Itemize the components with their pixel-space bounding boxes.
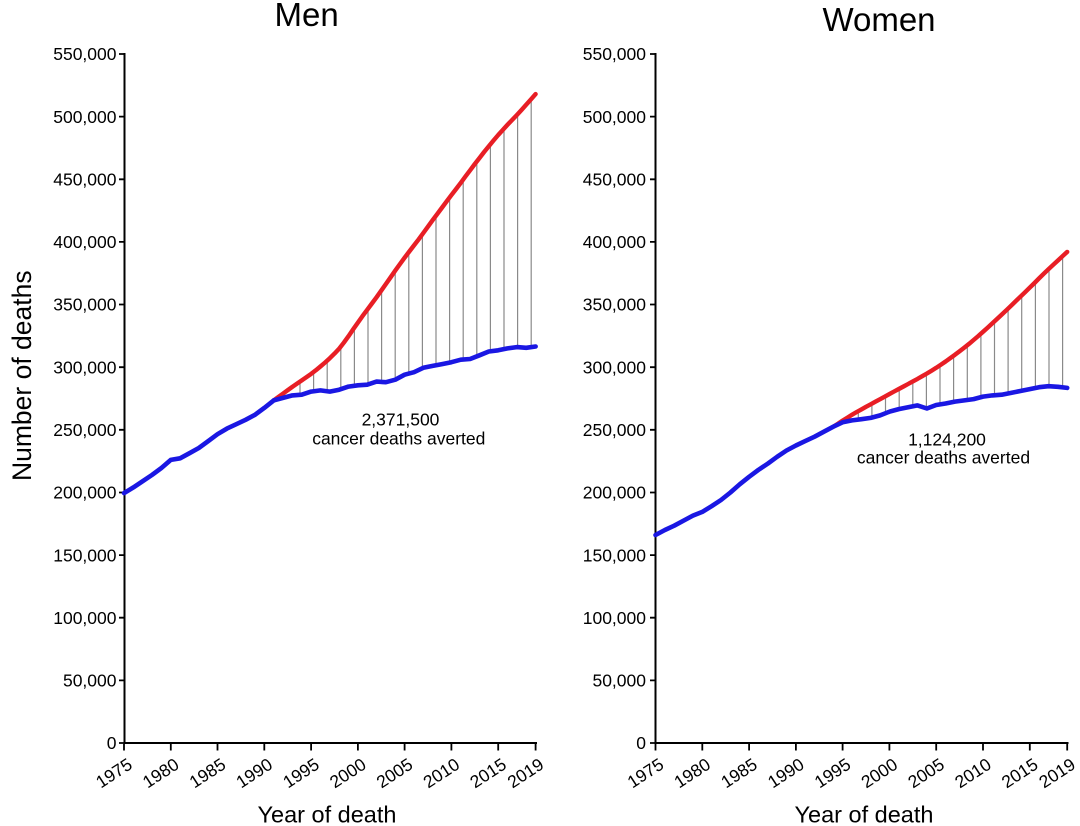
svg-text:150,000: 150,000 <box>53 545 117 565</box>
svg-text:250,000: 250,000 <box>53 420 117 440</box>
svg-text:cancer deaths averted: cancer deaths averted <box>857 448 1030 468</box>
svg-text:cancer deaths averted: cancer deaths averted <box>312 429 485 449</box>
svg-text:550,000: 550,000 <box>53 44 117 64</box>
svg-text:Number of deaths: Number of deaths <box>7 270 37 481</box>
svg-text:200,000: 200,000 <box>53 483 117 503</box>
svg-text:300,000: 300,000 <box>583 357 647 377</box>
svg-text:Women: Women <box>822 1 935 38</box>
svg-text:50,000: 50,000 <box>592 671 646 691</box>
svg-text:250,000: 250,000 <box>583 420 647 440</box>
svg-text:400,000: 400,000 <box>583 232 647 252</box>
svg-text:350,000: 350,000 <box>583 295 647 315</box>
svg-text:450,000: 450,000 <box>583 170 647 190</box>
svg-text:Men: Men <box>274 0 338 33</box>
svg-text:500,000: 500,000 <box>53 107 117 127</box>
svg-text:50,000: 50,000 <box>63 671 117 691</box>
svg-text:Year of death: Year of death <box>795 802 934 826</box>
svg-text:200,000: 200,000 <box>583 483 647 503</box>
svg-text:300,000: 300,000 <box>53 357 117 377</box>
svg-text:400,000: 400,000 <box>53 232 117 252</box>
svg-text:2,371,500: 2,371,500 <box>362 410 440 430</box>
svg-text:500,000: 500,000 <box>583 107 647 127</box>
svg-text:0: 0 <box>107 733 117 753</box>
svg-text:550,000: 550,000 <box>583 44 647 64</box>
svg-text:450,000: 450,000 <box>53 170 117 190</box>
svg-text:0: 0 <box>636 733 646 753</box>
svg-text:350,000: 350,000 <box>53 295 117 315</box>
svg-text:100,000: 100,000 <box>583 608 647 628</box>
svg-text:1,124,200: 1,124,200 <box>908 429 986 449</box>
svg-text:150,000: 150,000 <box>583 545 647 565</box>
svg-text:100,000: 100,000 <box>53 608 117 628</box>
svg-text:Year of death: Year of death <box>258 802 397 826</box>
